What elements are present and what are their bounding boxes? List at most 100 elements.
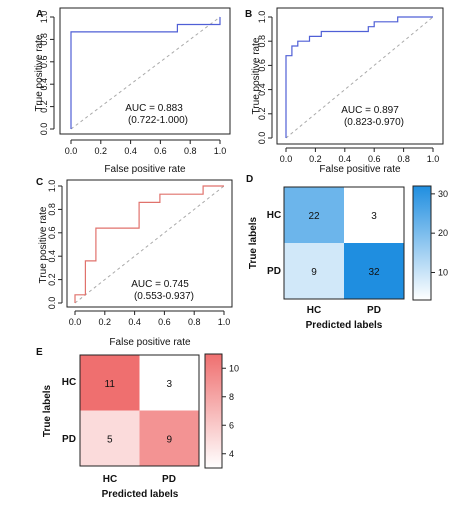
panel-b-chance-line: [285, 16, 434, 139]
x-tick-label: 0.6: [154, 146, 167, 156]
panel-d-row-label-hc: HC: [267, 210, 281, 221]
panel-a-x-axis-label: False positive rate: [104, 164, 186, 175]
panel-a-y-axis-label: True positive rate: [34, 34, 45, 111]
x-tick-label: 0.2: [309, 154, 322, 164]
panel-e-row-label-pd: PD: [62, 434, 76, 445]
panel-e-label: E: [36, 347, 43, 358]
panel-d-x-axis-label: Predicted labels: [306, 320, 383, 331]
y-tick-label: 0.0: [47, 297, 57, 310]
panel-b-auc-text: AUC = 0.897: [341, 105, 399, 116]
panel-e-row-label-hc: HC: [62, 377, 76, 388]
x-tick-label: 0.0: [65, 146, 78, 156]
panel-c-auc-ci: (0.553-0.937): [134, 291, 194, 302]
y-tick-label: 0.4: [47, 250, 57, 263]
panel-e-colorbar-ticks: 4 6 8 10: [222, 363, 239, 459]
panel-a: A 0.0 0.2 0.4 0.6 0.8 1.0 0.00.20.40.60.81.0 …: [34, 7, 231, 175]
y-tick-label: 0.6: [257, 59, 267, 72]
panel-e-col-label-hc: HC: [103, 474, 117, 485]
matrix-cell-value: 5: [107, 434, 113, 445]
y-tick-label: 0.8: [257, 35, 267, 48]
colorbar-tick-label: 8: [229, 392, 234, 402]
panel-c-y-axis-label: True positive rate: [38, 206, 49, 283]
panel-c-auc-text: AUC = 0.745: [131, 279, 189, 290]
matrix-cell: [139, 410, 199, 466]
panel-b-auc-ci: (0.823-0.970): [344, 117, 404, 128]
panel-d-colorbar-ticks: 10 20 30: [431, 189, 448, 277]
matrix-cell: [80, 355, 140, 411]
y-tick-label: 0.4: [39, 78, 49, 91]
panel-c-chance-line: [74, 185, 225, 304]
x-tick-label: 0.4: [339, 154, 352, 164]
panel-e-x-axis-label: Predicted labels: [102, 489, 179, 500]
panel-b-label: B: [245, 9, 252, 20]
panel-a-x-ticks: 0.0 0.2 0.4 0.6 0.8 1.0: [65, 139, 227, 156]
panel-b-y-axis-label: True positive rate: [251, 37, 262, 114]
panel-a-auc-text: AUC = 0.883: [125, 103, 183, 114]
y-tick-label: 1.0: [39, 11, 49, 24]
colorbar-tick-label: 30: [438, 189, 448, 199]
panel-d: D 22 3 9 32 HC PD HC PD Predicted labels Tr…: [246, 174, 448, 331]
x-tick-label: 0.4: [128, 317, 141, 327]
x-tick-label: 0.6: [368, 154, 381, 164]
x-tick-label: 0.8: [397, 154, 410, 164]
colorbar-tick-label: 10: [229, 363, 239, 373]
panel-d-colorbar: [412, 185, 432, 301]
y-tick-label: 0.0: [39, 123, 49, 136]
panel-d-row-label-pd: PD: [267, 266, 281, 277]
matrix-cell: [139, 355, 199, 411]
panel-c-y-ticks: 0.0 0.2 0.4 0.6 0.8 1.0: [47, 180, 63, 310]
colorbar-tick-label: 6: [229, 420, 234, 430]
x-tick-label: 0.2: [99, 317, 112, 327]
panel-a-roc-curve: [70, 17, 221, 129]
x-tick-label: 0.0: [69, 317, 82, 327]
y-tick-label: 0.8: [47, 203, 57, 216]
panel-b-roc-curve: [285, 16, 433, 138]
panel-a-label: A: [36, 9, 43, 20]
x-tick-label: 1.0: [218, 317, 231, 327]
y-tick-label: 0.2: [47, 273, 57, 286]
y-tick-label: 1.0: [257, 11, 267, 24]
panel-a-plot-frame: [59, 7, 231, 135]
x-tick-label: 1.0: [427, 154, 440, 164]
panel-c-x-axis-label: False positive rate: [109, 337, 191, 348]
colorbar-tick-label: 20: [438, 228, 448, 238]
panel-c-label: C: [36, 177, 43, 188]
matrix-cell: [80, 410, 140, 466]
matrix-cell-value: 22: [308, 211, 320, 222]
panel-a-y-ticks: 0.0 0.2 0.4 0.6 0.8 1.0: [39, 11, 55, 136]
matrix-cell-value: 32: [368, 267, 380, 278]
x-tick-label: 0.6: [158, 317, 171, 327]
matrix-cell-value: 9: [166, 434, 172, 445]
x-tick-label: 1.0: [214, 146, 227, 156]
matrix-cell: [344, 187, 404, 243]
panel-d-col-label-hc: HC: [307, 305, 321, 316]
panel-e-col-label-pd: PD: [162, 474, 176, 485]
x-tick-label: 0.8: [188, 317, 201, 327]
panel-e: E 11 3 5 9 HC PD HC PD Predicted labels Tru…: [36, 347, 239, 500]
y-tick-label: 0.8: [39, 33, 49, 46]
panel-c-roc-curve: [74, 185, 224, 303]
matrix-cell-value: 11: [105, 379, 116, 390]
panel-d-col-label-pd: PD: [367, 305, 381, 316]
panel-e-colorbar: [204, 353, 223, 469]
x-tick-label: 0.2: [95, 146, 108, 156]
matrix-cell: [284, 187, 344, 243]
colorbar-tick-label: 10: [438, 267, 448, 277]
matrix-cell: [344, 243, 404, 299]
panel-b: B 0.0 0.2 0.4 0.6 0.8 1.0 0.00.20.40.60.81.0 …: [245, 7, 444, 175]
panel-b-x-axis-label: False positive rate: [319, 164, 401, 175]
panel-c-plot-frame: [66, 179, 233, 308]
y-tick-label: 0.2: [39, 100, 49, 113]
panel-c-x-ticks: 0.0 0.2 0.4 0.6 0.8 1.0: [69, 310, 231, 327]
panel-a-auc-ci: (0.722-1.000): [128, 115, 188, 126]
panel-b-plot-frame: [276, 7, 444, 145]
colorbar-tick-label: 4: [229, 449, 234, 459]
y-tick-label: 0.6: [47, 227, 57, 240]
panel-b-x-ticks: 0.0 0.2 0.4 0.6 0.8 1.0: [280, 147, 440, 164]
panel-d-matrix: 22 3 9 32: [284, 187, 404, 299]
x-tick-label: 0.4: [124, 146, 137, 156]
matrix-cell: [284, 243, 344, 299]
matrix-cell-value: 3: [166, 379, 172, 390]
panel-d-label: D: [246, 174, 253, 185]
